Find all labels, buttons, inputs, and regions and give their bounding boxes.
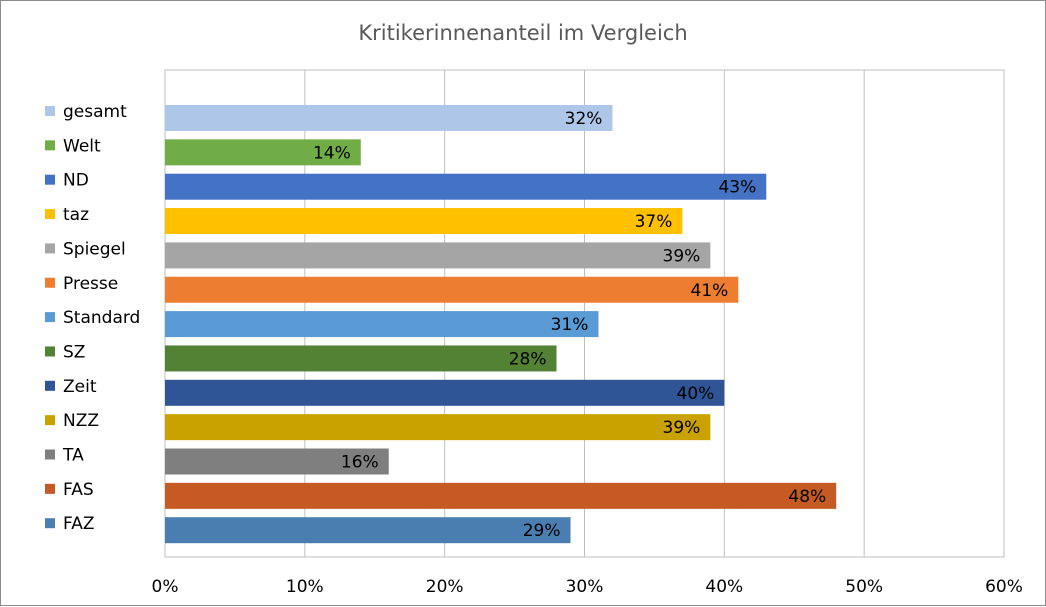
bar-standard	[165, 311, 599, 338]
bar-welt	[165, 139, 361, 166]
legend-label: Presse	[63, 274, 118, 294]
data-label: 41%	[691, 281, 729, 301]
legend-item-nd: ND	[45, 171, 89, 191]
legend-label: SZ	[63, 342, 85, 362]
legend-item-gesamt: gesamt	[45, 102, 127, 122]
bar-faz	[165, 517, 571, 544]
legend-item-welt: Welt	[45, 136, 101, 156]
legend-swatch	[45, 209, 55, 220]
legend-item-nzz: NZZ	[45, 411, 99, 431]
data-label: 31%	[551, 315, 589, 335]
legend-label: NZZ	[63, 411, 99, 431]
legend-swatch	[45, 243, 55, 254]
legend-item-sz: SZ	[45, 342, 85, 362]
data-label: 39%	[663, 418, 701, 438]
bar-zeit	[165, 379, 725, 406]
legend-label: Welt	[63, 136, 101, 156]
legend-item-standard: Standard	[45, 308, 140, 328]
x-tick-label: 50%	[845, 577, 883, 597]
x-tick-label: 60%	[985, 577, 1023, 597]
legend-label: TA	[62, 446, 84, 466]
data-label: 32%	[565, 109, 603, 129]
legend-swatch	[45, 449, 55, 460]
x-tick-label: 0%	[152, 577, 179, 597]
legend-swatch	[45, 174, 55, 185]
legend-label: gesamt	[63, 102, 127, 122]
legend-swatch	[45, 106, 55, 116]
bar-gesamt	[165, 105, 613, 131]
legend-label: Spiegel	[63, 239, 126, 259]
legend-swatch	[45, 346, 55, 357]
legend-label: taz	[63, 205, 89, 225]
data-label: 48%	[788, 487, 826, 507]
bar-ta	[165, 448, 389, 475]
bars	[165, 105, 837, 544]
bar-fas	[165, 482, 837, 509]
data-label: 40%	[677, 384, 715, 404]
gridlines	[164, 69, 1005, 558]
legend-item-zeit: Zeit	[45, 377, 97, 397]
data-label: 39%	[663, 246, 701, 266]
x-tick-label: 40%	[705, 577, 743, 597]
legend-item-ta: TA	[45, 446, 84, 466]
legend-label: Standard	[63, 308, 140, 328]
legend-label: Zeit	[63, 377, 97, 397]
bar-sz	[165, 345, 557, 372]
legend: gesamt Welt ND taz Spiegel Presse Standard SZ Ze…	[45, 102, 140, 534]
legend-swatch	[45, 140, 55, 151]
x-tick-label: 30%	[566, 577, 604, 597]
legend-item-taz: taz	[45, 205, 89, 225]
x-tick-label: 20%	[426, 577, 464, 597]
data-label: 14%	[313, 143, 351, 163]
x-axis-ticks: 0% 10% 20% 30% 40% 50% 60%	[152, 577, 1023, 597]
legend-swatch	[45, 312, 55, 323]
data-label: 29%	[523, 521, 561, 541]
bar-presse	[165, 276, 739, 303]
data-label: 16%	[341, 453, 379, 473]
legend-item-presse: Presse	[45, 274, 118, 294]
bar-nd	[165, 173, 767, 200]
chart-title: Kritikerinnenanteil im Vergleich	[358, 21, 687, 45]
legend-swatch	[45, 483, 55, 494]
legend-swatch	[45, 277, 55, 288]
legend-label: ND	[63, 171, 89, 191]
legend-swatch	[45, 518, 55, 529]
data-labels: 32% 14% 43% 37% 39% 41% 31%28% 40% 39% 16% 48% 29%	[313, 109, 826, 541]
legend-label: FAZ	[63, 514, 95, 534]
data-label: 37%	[635, 212, 673, 232]
legend-item-spiegel: Spiegel	[45, 239, 126, 259]
legend-swatch	[45, 415, 55, 426]
x-tick-label: 10%	[286, 577, 324, 597]
data-label: 43%	[718, 178, 756, 198]
data-label: 28%	[509, 349, 547, 369]
legend-item-faz: FAZ	[45, 514, 95, 534]
bar-taz	[165, 208, 683, 235]
legend-swatch	[45, 380, 55, 391]
legend-label: FAS	[63, 480, 94, 500]
bar-spiegel	[165, 242, 711, 269]
bar-nzz	[165, 414, 711, 441]
legend-item-fas: FAS	[45, 480, 94, 500]
